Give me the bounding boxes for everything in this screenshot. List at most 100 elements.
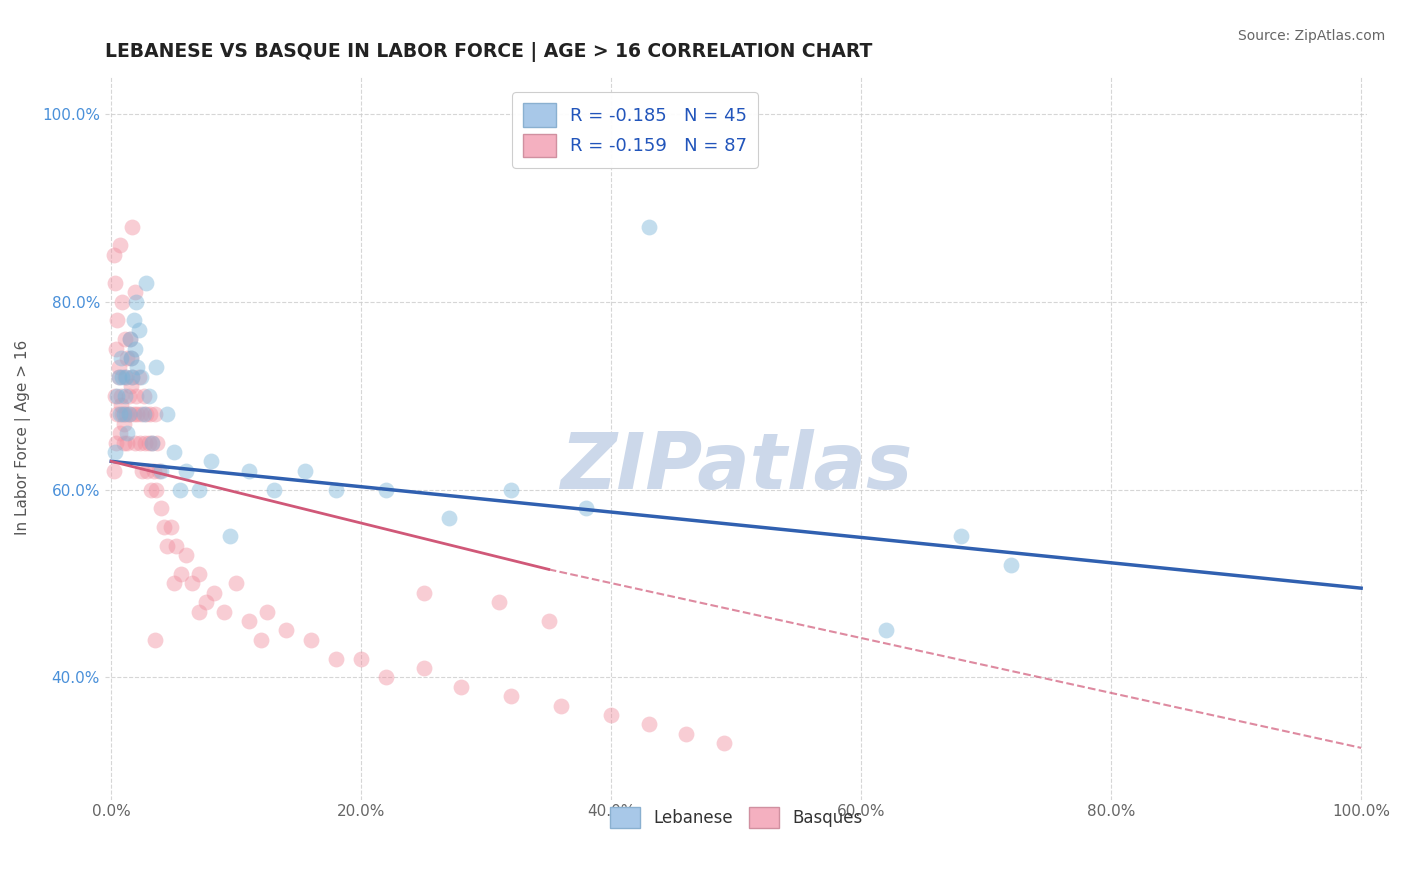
Point xyxy=(121,369,143,384)
Point xyxy=(111,294,134,309)
Point xyxy=(114,388,136,402)
Point xyxy=(112,408,135,422)
Point xyxy=(124,435,146,450)
Point xyxy=(238,614,260,628)
Point xyxy=(875,624,897,638)
Point xyxy=(122,408,145,422)
Point xyxy=(125,388,148,402)
Point xyxy=(104,388,127,402)
Legend: Lebanese, Basques: Lebanese, Basques xyxy=(603,800,869,835)
Point xyxy=(120,379,142,393)
Point xyxy=(412,661,434,675)
Point xyxy=(501,483,523,497)
Point xyxy=(152,520,174,534)
Point xyxy=(135,276,157,290)
Point xyxy=(501,689,523,703)
Point xyxy=(212,605,235,619)
Point xyxy=(120,351,142,365)
Point xyxy=(165,539,187,553)
Point xyxy=(112,435,135,450)
Point xyxy=(150,464,173,478)
Point xyxy=(121,219,143,234)
Point xyxy=(103,248,125,262)
Point xyxy=(276,624,298,638)
Point xyxy=(174,464,197,478)
Point xyxy=(138,388,160,402)
Point xyxy=(103,464,125,478)
Point xyxy=(110,398,132,412)
Point xyxy=(550,698,572,713)
Point xyxy=(105,435,128,450)
Y-axis label: In Labor Force | Age > 16: In Labor Force | Age > 16 xyxy=(15,340,31,535)
Point xyxy=(110,351,132,365)
Point xyxy=(200,454,222,468)
Point xyxy=(124,285,146,300)
Point xyxy=(114,332,136,346)
Point xyxy=(156,408,179,422)
Point xyxy=(111,369,134,384)
Point xyxy=(187,605,209,619)
Point xyxy=(125,294,148,309)
Point xyxy=(219,529,242,543)
Point xyxy=(132,388,155,402)
Point xyxy=(437,510,460,524)
Point xyxy=(129,369,152,384)
Point xyxy=(114,369,136,384)
Point xyxy=(181,576,204,591)
Point xyxy=(107,388,129,402)
Point xyxy=(107,313,129,327)
Point xyxy=(131,464,153,478)
Point xyxy=(141,435,163,450)
Point xyxy=(250,632,273,647)
Point xyxy=(136,464,159,478)
Point xyxy=(537,614,560,628)
Point xyxy=(129,408,152,422)
Point xyxy=(238,464,260,478)
Point xyxy=(160,520,183,534)
Point xyxy=(163,576,186,591)
Point xyxy=(107,369,129,384)
Point xyxy=(450,680,472,694)
Point xyxy=(104,276,127,290)
Point xyxy=(143,632,166,647)
Point xyxy=(170,567,193,582)
Point xyxy=(187,483,209,497)
Point xyxy=(112,417,135,431)
Point xyxy=(156,539,179,553)
Text: ZIPatlas: ZIPatlas xyxy=(560,429,912,505)
Point xyxy=(132,408,155,422)
Point xyxy=(128,369,150,384)
Point xyxy=(145,483,167,497)
Point xyxy=(108,408,131,422)
Point xyxy=(107,408,129,422)
Point xyxy=(107,360,129,375)
Point xyxy=(118,388,141,402)
Point xyxy=(115,408,138,422)
Point xyxy=(139,408,162,422)
Point xyxy=(163,445,186,459)
Point xyxy=(412,586,434,600)
Point xyxy=(600,708,623,723)
Point xyxy=(187,567,209,582)
Point xyxy=(124,342,146,356)
Point xyxy=(575,501,598,516)
Point xyxy=(675,727,697,741)
Point xyxy=(225,576,247,591)
Point xyxy=(142,464,165,478)
Point xyxy=(950,529,973,543)
Point xyxy=(117,351,139,365)
Point xyxy=(108,426,131,441)
Point xyxy=(107,369,129,384)
Point xyxy=(141,483,163,497)
Point xyxy=(122,313,145,327)
Point xyxy=(148,464,170,478)
Point xyxy=(115,369,138,384)
Point xyxy=(174,549,197,563)
Point xyxy=(143,408,166,422)
Point xyxy=(637,219,659,234)
Point xyxy=(128,323,150,337)
Text: Source: ZipAtlas.com: Source: ZipAtlas.com xyxy=(1237,29,1385,43)
Point xyxy=(350,651,373,665)
Point xyxy=(145,360,167,375)
Point xyxy=(294,464,316,478)
